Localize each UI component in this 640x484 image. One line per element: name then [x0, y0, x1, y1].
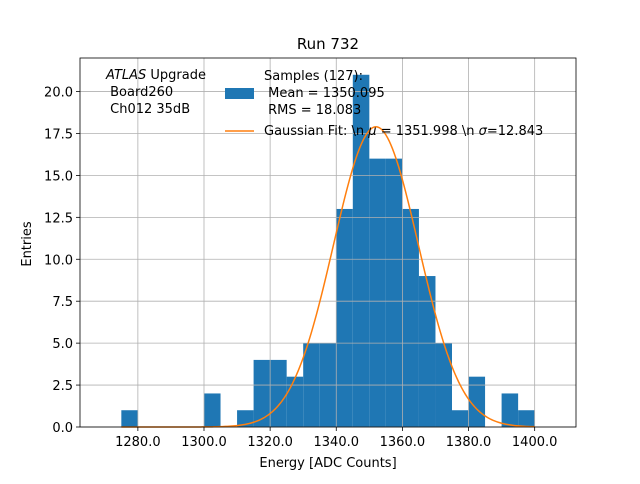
- plot-area: 1280.0 1300.0 1320.0 1340.0 1360.0 1380.0 1400…: [44, 57, 577, 450]
- y-tick-label: 2.5: [52, 379, 73, 394]
- histogram-bar: [468, 376, 486, 427]
- annotation-line-2: Board260: [106, 85, 173, 100]
- y-tick-label: 10.0: [44, 253, 73, 268]
- histogram-bar: [369, 158, 386, 428]
- x-axis-label: Energy [ADC Counts]: [259, 456, 396, 471]
- legend-fit-part-3: =12.843: [487, 124, 543, 139]
- legend-fit-mu: μ: [367, 124, 376, 139]
- chart-title: Run 732: [297, 35, 359, 53]
- y-tick-label: 17.5: [44, 127, 73, 142]
- annotation-atlas: ATLAS: [105, 68, 146, 83]
- y-tick-label: 20.0: [44, 86, 73, 101]
- histogram-bar: [501, 393, 519, 427]
- x-tick-label: 1280.0: [115, 435, 161, 450]
- y-tick-label: 15.0: [44, 169, 73, 184]
- x-tick-label: 1380.0: [446, 435, 492, 450]
- legend-fit-part-1: Gaussian Fit: \n: [264, 124, 368, 139]
- histogram-bar: [452, 410, 469, 427]
- annotation-block: ATLAS Upgrade Board260 Ch012 35dB: [105, 68, 206, 117]
- histogram-bar: [352, 74, 370, 427]
- histogram-bar: [121, 410, 138, 427]
- y-tick-label: 5.0: [52, 337, 73, 352]
- histogram-bar: [385, 158, 403, 428]
- histogram-bar: [253, 359, 271, 427]
- annotation-line-1: ATLAS Upgrade: [105, 68, 206, 83]
- x-tick-label: 1300.0: [181, 435, 227, 450]
- legend-fit-sigma: σ: [479, 124, 488, 139]
- histogram-bar: [204, 393, 221, 427]
- x-tick-label: 1360.0: [380, 435, 426, 450]
- x-tick-label: 1400.0: [512, 435, 558, 450]
- annotation-upgrade: Upgrade: [146, 68, 206, 83]
- x-tick-label: 1340.0: [314, 435, 360, 450]
- histogram-bar: [286, 376, 304, 427]
- y-tick-label: 0.0: [52, 421, 73, 436]
- y-tick-label: 12.5: [44, 211, 73, 226]
- x-tick-label: 1320.0: [247, 435, 293, 450]
- legend-fit-label: Gaussian Fit: \n μ = 1351.998 \n σ=12.84…: [264, 124, 543, 139]
- legend-histogram-line-2: Mean = 1350.095: [264, 86, 385, 101]
- annotation-line-3: Ch012 35dB: [106, 102, 190, 117]
- histogram-bar: [270, 359, 287, 427]
- legend-histogram-line-3: RMS = 18.083: [264, 103, 361, 118]
- legend-histogram-swatch: [225, 88, 254, 99]
- y-axis-label: Entries: [20, 221, 35, 267]
- histogram-bar: [418, 276, 436, 427]
- legend: Samples (127): Mean = 1350.095 RMS = 18.…: [225, 69, 543, 139]
- histogram-bar: [402, 208, 419, 427]
- y-tick-label: 7.5: [52, 295, 73, 310]
- histogram-bar: [518, 410, 535, 427]
- histogram-bar: [336, 208, 353, 427]
- legend-fit-part-2: = 1351.998 \n: [377, 124, 479, 139]
- axes-frame: [79, 57, 577, 428]
- legend-histogram-line-1: Samples (127):: [264, 69, 363, 84]
